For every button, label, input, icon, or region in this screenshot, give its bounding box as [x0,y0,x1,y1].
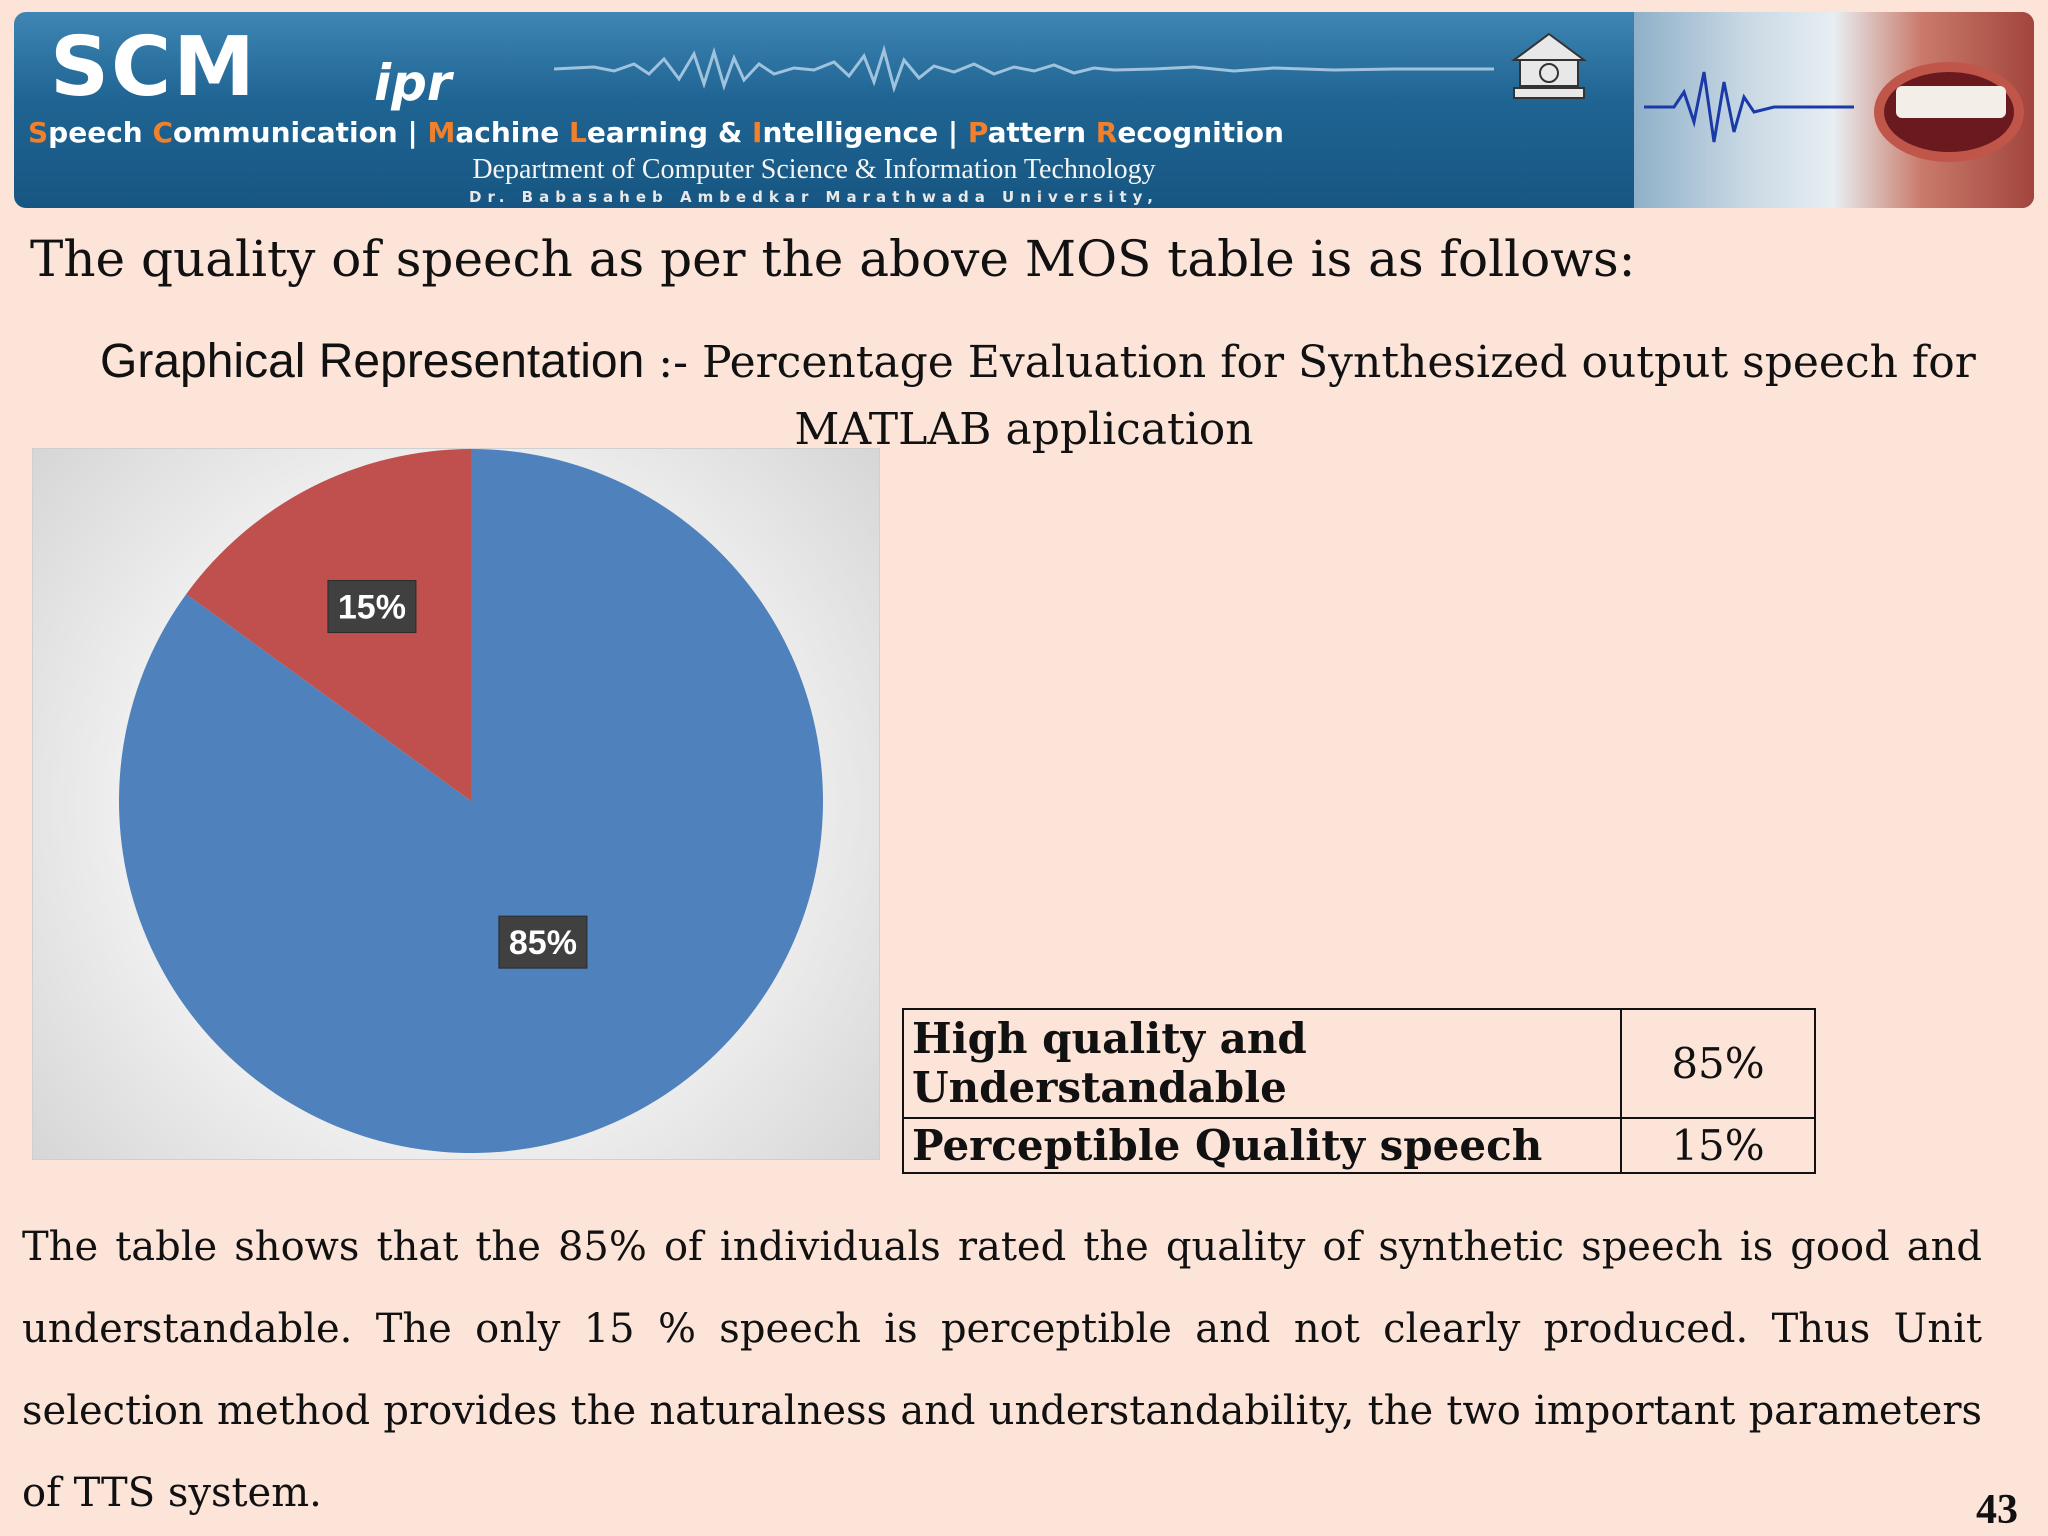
pie-label-box [498,915,588,969]
summary-table: High quality and Understandable 85% Perc… [902,1008,1816,1175]
table-cell-label: High quality and Understandable [902,1008,1622,1119]
pie-data-label: 85% [498,915,588,969]
table-cell-value: 15% [1620,1116,1816,1175]
waveform-graphic [554,44,1494,94]
pie-label-text: 15% [338,589,406,627]
banner-department: Department of Computer Science & Informa… [472,154,1156,185]
caption-prefix: Graphical Representation [100,335,645,388]
slide-heading: The quality of speech as per the above M… [30,230,1636,288]
caption-rest: :- Percentage Evaluation for Synthesized… [644,337,1976,388]
page-number: 43 [1976,1487,2018,1533]
chart-caption-line2: MATLAB application [794,404,1254,455]
banner-university: Dr. Babasaheb Ambedkar Marathwada Univer… [469,188,1159,206]
logo-ipr: ipr [374,54,452,112]
speech-waveform-icon [1644,71,1854,143]
university-emblem-icon [1510,32,1588,99]
table-row: Perceptible Quality speech 15% [902,1116,1816,1175]
logo-scm: SCM [50,20,257,115]
pie-label-box [327,580,417,634]
summary-paragraph: The table shows that the 85% of individu… [22,1224,1982,1516]
pie-chart: 85% 15% [118,449,824,1153]
pie-data-label: 15% [327,580,417,634]
pie-chart-panel: 85% 15% [32,448,880,1160]
teeth-image [1896,86,2006,118]
chart-caption: Graphical Representation :- Percentage E… [100,334,1980,389]
header-banner: SCM ipr Speech Communication | Machine L… [14,12,2034,208]
banner-tagline: Speech Communication | Machine Learning … [28,116,1284,149]
table-row: High quality and Understandable 85% [902,1008,1816,1119]
table-cell-label: Perceptible Quality speech [902,1116,1622,1175]
pie-label-text: 85% [509,924,577,962]
table-cell-value: 85% [1620,1008,1816,1119]
speech-photo [1634,12,2034,208]
